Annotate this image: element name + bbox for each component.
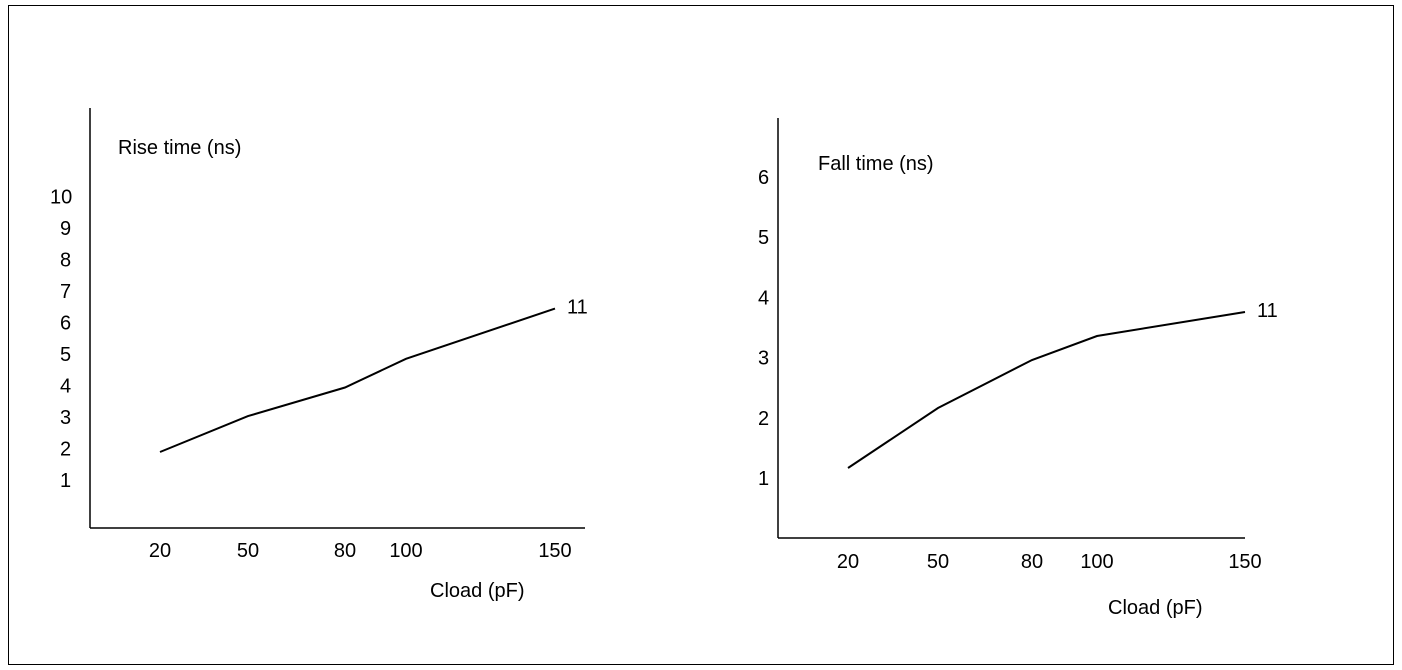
series-label: 11 <box>1257 300 1278 322</box>
y-tick-label: 1 <box>60 470 71 492</box>
y-tick-label: 8 <box>60 250 71 272</box>
y-tick-label: 2 <box>758 408 769 430</box>
x-tick-label: 80 <box>1021 551 1043 573</box>
x-tick-label: 20 <box>837 551 859 573</box>
x-tick-label: 80 <box>334 540 356 562</box>
x-tick-label: 100 <box>389 540 422 562</box>
y-tick-label: 4 <box>60 376 71 398</box>
data-series-line <box>159 307 556 453</box>
x-tick-label: 150 <box>538 540 571 562</box>
y-tick-label: 6 <box>758 167 769 189</box>
y-tick-label: 9 <box>60 218 71 240</box>
x-tick-label: 100 <box>1080 551 1113 573</box>
rise-time-chart: Rise time (ns) Cload (pF) 1 2 3 4 5 6 7 8 9 10 20 5… <box>50 108 588 602</box>
x-axis-label: Cload (pF) <box>430 580 524 602</box>
chart-title: Rise time (ns) <box>118 137 241 159</box>
x-tick-label: 50 <box>927 551 949 573</box>
x-tick-label: 150 <box>1228 551 1261 573</box>
y-tick-label: 5 <box>758 227 769 249</box>
chart-title: Fall time (ns) <box>818 153 934 175</box>
data-series-line <box>847 311 1246 469</box>
series-label: 11 <box>567 297 588 319</box>
y-tick-label: 3 <box>60 407 71 429</box>
y-tick-label: 7 <box>60 281 71 303</box>
y-tick-label: 4 <box>758 287 769 309</box>
x-tick-label: 50 <box>237 540 259 562</box>
fall-time-chart: Fall time (ns) Cload (pF) 1 2 3 4 5 6 20 50 80 10… <box>758 118 1278 619</box>
y-tick-label: 1 <box>758 468 769 490</box>
y-tick-label: 3 <box>758 348 769 370</box>
x-tick-label: 20 <box>149 540 171 562</box>
y-tick-label: 6 <box>60 313 71 335</box>
x-axis-label: Cload (pF) <box>1108 597 1202 619</box>
y-tick-label: 2 <box>60 439 71 461</box>
y-tick-label: 5 <box>60 344 71 366</box>
figure-frame <box>8 5 1394 665</box>
y-tick-label: 10 <box>50 187 72 209</box>
